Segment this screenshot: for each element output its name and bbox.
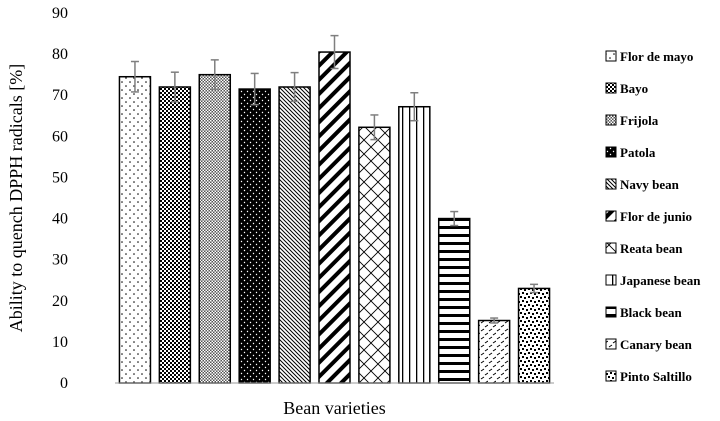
bar-japanese-bean xyxy=(398,105,431,384)
error-bar xyxy=(250,72,259,106)
legend-item: Black bean xyxy=(605,305,683,320)
legend-swatch xyxy=(605,178,617,190)
legend-swatch xyxy=(605,82,617,94)
error-bar xyxy=(210,59,219,91)
y-tick-label: 0 xyxy=(60,375,68,392)
bars xyxy=(118,51,551,384)
legend-item: Frijola xyxy=(605,113,659,128)
legend-label: Canary bean xyxy=(620,337,693,352)
legend-item: Navy bean xyxy=(605,177,680,192)
error-bars xyxy=(130,34,539,324)
legend-swatch xyxy=(605,242,617,254)
legend-item: Flor de mayo xyxy=(605,49,693,64)
legend-label: Flor de junio xyxy=(620,209,692,224)
bar-reata-bean xyxy=(358,126,391,384)
legend-swatch xyxy=(605,146,617,158)
bar-pinto-saltillo xyxy=(517,287,551,384)
legend-item: Reata bean xyxy=(605,241,683,256)
legend-label: Flor de mayo xyxy=(620,49,693,64)
bar-canary-bean xyxy=(477,319,511,384)
error-bar xyxy=(170,71,179,103)
error-bar xyxy=(490,317,499,324)
legend-swatch xyxy=(605,50,617,62)
legend-item: Japanese bean xyxy=(605,273,701,288)
legend-label: Japanese bean xyxy=(620,273,701,288)
legend-label: Frijola xyxy=(620,113,659,128)
y-tick-label: 80 xyxy=(52,46,68,63)
error-bar xyxy=(450,210,459,227)
error-bar xyxy=(530,283,539,294)
y-axis-ticks: 0 10 20 30 40 50 60 70 80 90 xyxy=(52,5,68,392)
legend-label: Bayo xyxy=(620,81,648,96)
x-axis-title: Bean varieties xyxy=(283,398,385,418)
legend-swatch xyxy=(605,210,617,222)
bar-black-bean xyxy=(437,217,471,384)
error-bar xyxy=(290,71,299,103)
error-bar xyxy=(410,92,419,122)
error-bar xyxy=(330,34,339,70)
y-tick-label: 30 xyxy=(52,252,68,269)
y-tick-label: 10 xyxy=(52,334,68,351)
y-axis-title: Ability to quench DPPH radicals [%] xyxy=(6,64,26,332)
error-bar xyxy=(130,60,139,93)
y-tick-label: 70 xyxy=(52,87,68,104)
bar-patola xyxy=(238,88,271,384)
legend-label: Reata bean xyxy=(620,241,683,256)
bar-bayo xyxy=(158,86,192,384)
legend-swatch xyxy=(605,370,617,382)
error-bar xyxy=(370,114,379,141)
legend-label: Navy bean xyxy=(620,177,680,192)
y-tick-label: 20 xyxy=(52,293,68,310)
legend-item: Bayo xyxy=(605,81,648,96)
legend-item: Pinto Saltillo xyxy=(605,369,692,384)
bar-navy-bean xyxy=(278,86,311,384)
legend-item: Patola xyxy=(605,145,656,160)
bar-frijola xyxy=(198,73,232,384)
y-tick-label: 40 xyxy=(52,211,68,228)
legend-label: Black bean xyxy=(620,305,683,320)
legend-swatch xyxy=(605,306,617,318)
legend-label: Pinto Saltillo xyxy=(620,369,692,384)
bar-flor-de-mayo xyxy=(118,75,152,384)
legend-label: Patola xyxy=(620,145,656,160)
legend-item: Flor de junio xyxy=(605,209,692,224)
y-tick-label: 50 xyxy=(52,169,68,186)
legend-item: Canary bean xyxy=(605,337,693,352)
legend-swatch xyxy=(605,338,617,350)
y-tick-label: 60 xyxy=(52,128,68,145)
bar-flor-de-junio xyxy=(318,51,351,384)
legend: Flor de mayo Bayo Frijola Patola Navy bean Fl… xyxy=(605,49,701,384)
legend-swatch xyxy=(605,114,617,126)
legend-swatch xyxy=(605,274,617,286)
y-tick-label: 90 xyxy=(52,5,68,22)
